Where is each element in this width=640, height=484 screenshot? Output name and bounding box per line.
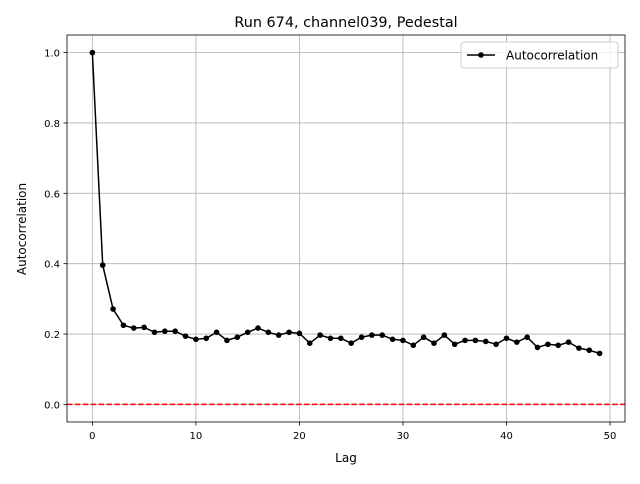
data-point: [379, 332, 386, 338]
y-tick-label: 0.2: [44, 330, 60, 341]
x-tick-label: 40: [500, 431, 513, 442]
data-point: [99, 262, 106, 268]
y-axis-label: Autocorrelation: [15, 183, 29, 275]
legend-box: [460, 41, 619, 69]
plot-frame: [66, 34, 626, 423]
data-point: [182, 333, 189, 339]
x-tick-label: 10: [190, 431, 203, 442]
y-tick-label: 0.6: [44, 189, 60, 200]
y-axis: 0.0 0.2 0.4 0.6 0.8 1.0: [44, 49, 67, 411]
y-tick-label: 0.0: [44, 400, 60, 411]
data-point: [193, 336, 199, 343]
data-point: [514, 339, 520, 345]
data-point: [89, 49, 96, 56]
data-point: [451, 341, 458, 348]
data-point: [534, 344, 541, 351]
data-point: [224, 337, 230, 344]
data-point: [151, 329, 158, 336]
grid: [67, 35, 625, 422]
data-point: [596, 350, 603, 357]
data-point: [255, 325, 261, 331]
data-point: [327, 335, 334, 342]
data-point: [462, 337, 468, 344]
data-point: [348, 340, 354, 346]
data-point: [172, 328, 178, 335]
y-tick-label: 0.4: [44, 260, 60, 271]
x-tick-label: 50: [604, 431, 617, 442]
data-point: [244, 329, 251, 336]
data-point: [296, 330, 303, 337]
chart-title: Run 674, channel039, Pedestal: [234, 15, 457, 31]
data-point: [482, 338, 489, 345]
y-tick-label: 0.8: [44, 119, 60, 130]
data-point: [317, 332, 323, 338]
data-point: [565, 339, 572, 345]
data-point: [213, 329, 220, 336]
data-point: [338, 335, 344, 342]
data-point: [141, 324, 147, 331]
data-point: [472, 337, 479, 344]
data-point: [400, 337, 406, 344]
x-tick-label: 30: [397, 431, 410, 442]
data-point: [576, 345, 582, 351]
data-point: [369, 332, 375, 338]
data-point: [503, 335, 510, 342]
data-point: [275, 332, 282, 338]
legend-marker: [478, 52, 484, 58]
legend-label: Autocorrelation: [506, 49, 598, 63]
data-point: [586, 347, 593, 354]
data-point: [389, 336, 396, 343]
series-line: [91, 52, 600, 355]
data-point: [203, 335, 210, 342]
x-axis-label: Lag: [335, 451, 357, 465]
data-point: [306, 340, 313, 346]
data-point: [431, 340, 437, 346]
series-autocorrelation: [89, 49, 603, 357]
data-point: [130, 325, 137, 331]
data-point: [555, 342, 562, 349]
data-point: [286, 329, 292, 336]
data-point: [358, 334, 365, 341]
data-point: [162, 328, 168, 335]
data-point: [493, 341, 499, 348]
x-tick-label: 0: [89, 431, 95, 442]
y-tick-label: 1.0: [44, 49, 60, 60]
data-point: [420, 334, 427, 341]
legend: Autocorrelation: [460, 41, 619, 69]
data-point: [545, 341, 551, 348]
data-point: [441, 332, 448, 338]
data-point: [265, 329, 272, 336]
data-point: [410, 342, 417, 349]
data-point: [110, 306, 116, 312]
x-axis: 0 10 20 30 40 50: [89, 422, 616, 442]
x-tick-label: 20: [293, 431, 306, 442]
data-point: [524, 334, 530, 341]
data-point: [120, 322, 127, 329]
data-point: [234, 334, 241, 341]
